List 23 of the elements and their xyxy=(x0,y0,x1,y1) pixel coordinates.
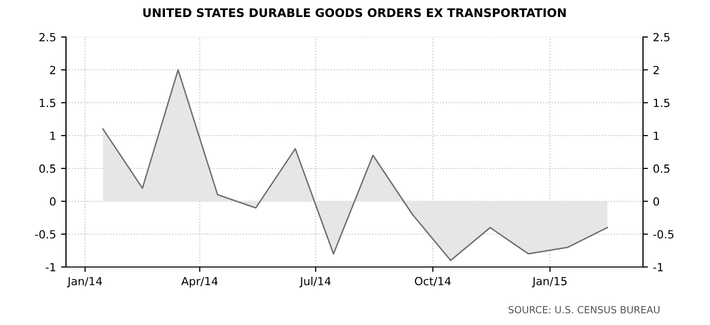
source-note: SOURCE: U.S. CENSUS BUREAU xyxy=(508,306,660,314)
y-tick-label: 1 xyxy=(50,132,56,140)
x-tick-label: Oct/14 xyxy=(414,276,451,286)
y2-tick-label: 2 xyxy=(654,66,659,74)
y2-tick-label: -1 xyxy=(653,263,663,272)
y-tick-label: 2.5 xyxy=(39,32,56,42)
y2-tick-label: 0 xyxy=(653,197,660,206)
x-tick-label: Apr/14 xyxy=(181,277,218,288)
y-tick-label: 2 xyxy=(50,66,56,74)
x-tick-label: Jan/15 xyxy=(532,277,567,288)
y-tick-label: 0.5 xyxy=(39,164,56,173)
y2-tick-label: 1 xyxy=(654,132,659,140)
y-tick-label: 0 xyxy=(50,197,56,206)
y-tick-label: -1 xyxy=(46,263,56,272)
chart-title: UNITED STATES DURABLE GOODS ORDERS EX TRANSPORTATION xyxy=(143,8,566,18)
x-tick-label: Jan/14 xyxy=(67,277,102,288)
y2-tick-label: -0.5 xyxy=(653,230,674,239)
y2-tick-label: 2.5 xyxy=(654,32,670,42)
x-tick-label: Jul/14 xyxy=(299,276,331,288)
y-tick-label: -0.5 xyxy=(35,230,56,239)
y2-tick-label: 1.5 xyxy=(654,98,670,108)
y-tick-label: 1.5 xyxy=(40,98,56,108)
y2-tick-label: 0.5 xyxy=(653,164,670,173)
